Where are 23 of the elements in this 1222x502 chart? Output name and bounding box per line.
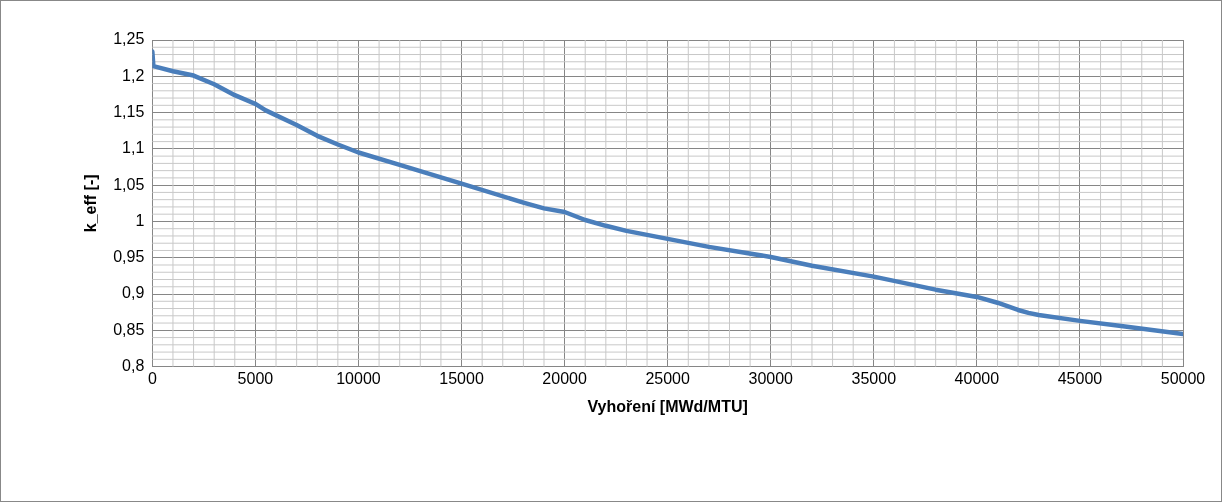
x-axis-title: Vyhoření [MWd/MTU] [587, 397, 748, 415]
y-tick-label: 1,2 [122, 66, 145, 84]
x-tick-label: 35000 [851, 369, 897, 387]
x-tick-label: 20000 [542, 369, 587, 387]
y-tick-label: 1,15 [113, 102, 145, 120]
y-tick-label: 1,1 [122, 139, 145, 157]
y-tick-label: 1,25 [113, 30, 145, 48]
y-tick-label: 1 [135, 211, 145, 229]
y-tick-label: 0,9 [122, 284, 145, 302]
y-tick-label: 0,8 [122, 357, 145, 375]
y-tick-label: 0,95 [113, 248, 145, 266]
x-tick-label: 45000 [1057, 369, 1103, 387]
x-tick-label: 5000 [237, 369, 274, 387]
y-tick-label: 0,85 [113, 320, 145, 338]
x-tick-label: 25000 [645, 369, 691, 387]
x-tick-label: 30000 [748, 369, 794, 387]
x-tick-label: 10000 [336, 369, 381, 387]
y-axis-title: k_eff [-] [82, 174, 100, 233]
y-tick-label: 1,05 [113, 175, 145, 193]
x-tick-label: 15000 [439, 369, 484, 387]
x-tick-label: 0 [147, 369, 157, 387]
x-tick-label: 50000 [1160, 369, 1206, 387]
x-tick-label: 40000 [954, 369, 1000, 387]
